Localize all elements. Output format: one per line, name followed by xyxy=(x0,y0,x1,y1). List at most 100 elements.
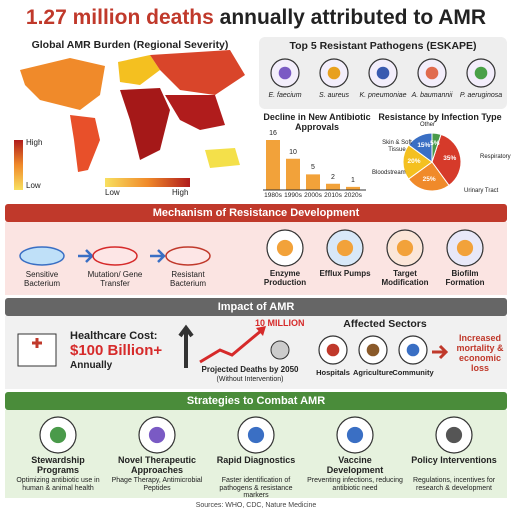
value-label: 16 xyxy=(269,130,277,137)
pie-slice xyxy=(407,161,450,192)
strategy-desc: Phage Therapy, Antimicrobial Peptides xyxy=(111,477,203,492)
section-header xyxy=(5,204,507,222)
category-label: 1990s xyxy=(284,192,302,199)
title-part: annually attributed to AMR xyxy=(213,6,487,29)
pathogen-title: Top 5 Resistant Pathogens (ESKAPE) xyxy=(289,40,477,52)
pathogen-name: A. baumannii xyxy=(411,92,453,99)
world-map xyxy=(20,50,245,172)
category-label: 2010s xyxy=(324,192,342,199)
bar xyxy=(266,140,280,190)
category-label: 1980s xyxy=(264,192,282,199)
title-part: 1.27 million deaths xyxy=(25,6,214,29)
category-label: 2020s xyxy=(344,192,362,199)
category-label: Urinary Tract xyxy=(464,188,499,194)
step-label: Resistant Bacterium xyxy=(169,270,206,288)
cost-period: Annually xyxy=(70,360,113,371)
step-label: Mutation/ Gene Transfer xyxy=(87,270,143,288)
pie-slice xyxy=(431,132,442,163)
pathogen-name: K. pneumoniae xyxy=(359,92,407,99)
strategy-name: Stewardship Programs xyxy=(31,455,85,475)
value-label: 15% xyxy=(417,141,431,149)
chart-title: Decline in New Antibiotic Approvals xyxy=(263,112,371,132)
icon-detail xyxy=(276,239,294,257)
value-label: 5% xyxy=(430,140,440,148)
title: 1.27 million deaths annually attributed … xyxy=(0,6,512,29)
deaths-note: (Without Intervention) xyxy=(216,376,284,383)
pathogen-name: S. aureus xyxy=(319,92,349,99)
icon-detail xyxy=(327,66,341,80)
pie-slice xyxy=(402,144,433,180)
strategy-name: Rapid Diagnostics xyxy=(216,455,296,465)
strategy-name: Novel Therapeutic Approaches xyxy=(117,455,197,475)
bar xyxy=(326,183,340,190)
footer: Sources: WHO, CDC, Nature Medicine xyxy=(195,502,317,509)
cost-label: Healthcare Cost: xyxy=(70,330,158,342)
strategy-desc: Preventing infections, reducing antibiot… xyxy=(307,477,403,492)
sectors-title: Affected Sectors xyxy=(343,318,427,330)
category-label: Respiratory xyxy=(480,154,511,160)
pie-slice xyxy=(431,133,462,187)
section-title: Impact of AMR xyxy=(217,301,295,313)
strategy-name: Vaccine Development xyxy=(326,455,384,475)
bar xyxy=(346,186,360,190)
icon-detail xyxy=(336,239,354,257)
bar xyxy=(306,174,320,190)
icon-detail xyxy=(396,239,414,257)
value-label: 1 xyxy=(351,176,355,184)
pathogen-name: P. aeruginosa xyxy=(459,92,503,99)
chart-title: Resistance by Infection Type xyxy=(378,112,502,122)
step-label: Sensitive Bacterium xyxy=(23,270,60,288)
value-label: 5 xyxy=(311,164,315,172)
value-label: 20% xyxy=(407,158,421,165)
cost-value: $100 Billion+ xyxy=(70,342,163,359)
scale-label: High xyxy=(172,188,189,197)
section-title: Strategies to Combat AMR xyxy=(186,395,326,407)
icon-detail xyxy=(406,343,420,357)
strategy-desc: Regulations, incentives for research & d… xyxy=(412,477,496,492)
icon-detail xyxy=(456,239,474,257)
icon-detail xyxy=(278,66,292,80)
mechanism-type: Enzyme Production xyxy=(263,269,307,287)
sector-label: Hospitals xyxy=(316,368,350,377)
map-title: Global AMR Burden (Regional Severity) xyxy=(31,39,229,51)
strategy-desc: Optimizing antibiotic use in human & ani… xyxy=(16,477,100,492)
icon xyxy=(165,246,211,266)
icon-detail xyxy=(326,343,340,357)
bar xyxy=(286,158,300,190)
icon-detail xyxy=(474,66,488,80)
sector-label: Agriculture xyxy=(352,368,393,377)
category-label: Other xyxy=(420,122,436,128)
value-label: 35% xyxy=(443,155,457,163)
icon-detail xyxy=(247,426,265,444)
value-label: 2 xyxy=(331,173,335,181)
icon-detail xyxy=(148,426,166,444)
mechanism-type: Target Modification xyxy=(381,269,429,287)
scale-label: Low xyxy=(105,188,120,197)
icon-detail xyxy=(445,426,463,444)
deaths-label: 10 MILLION xyxy=(255,318,305,328)
pathogen-name: E. faecium xyxy=(268,92,302,99)
section-header xyxy=(5,392,507,410)
scale-gradient xyxy=(105,178,190,187)
legend-gradient xyxy=(14,140,23,190)
deaths-caption: Projected Deaths by 2050 xyxy=(201,365,299,374)
icon xyxy=(92,246,138,266)
value-label: 10 xyxy=(289,148,297,156)
mechanism-type: Biofilm Formation xyxy=(445,269,485,287)
value-label: 25% xyxy=(422,175,436,183)
category-label: Bloodstream xyxy=(372,170,406,176)
icon-detail xyxy=(366,343,380,357)
category-label: 2000s xyxy=(304,192,322,199)
icon-detail xyxy=(346,426,364,444)
legend-label: High xyxy=(26,138,43,147)
icon xyxy=(19,246,65,266)
icon-detail xyxy=(376,66,390,80)
mechanism-type: Efflux Pumps xyxy=(319,269,371,278)
section-header xyxy=(5,298,507,316)
impact-graphics xyxy=(17,249,449,368)
section-title: Mechanism of Resistance Development xyxy=(152,207,360,219)
outcome: Increased mortality & economic loss xyxy=(456,333,504,373)
legend-label: Low xyxy=(26,181,41,190)
